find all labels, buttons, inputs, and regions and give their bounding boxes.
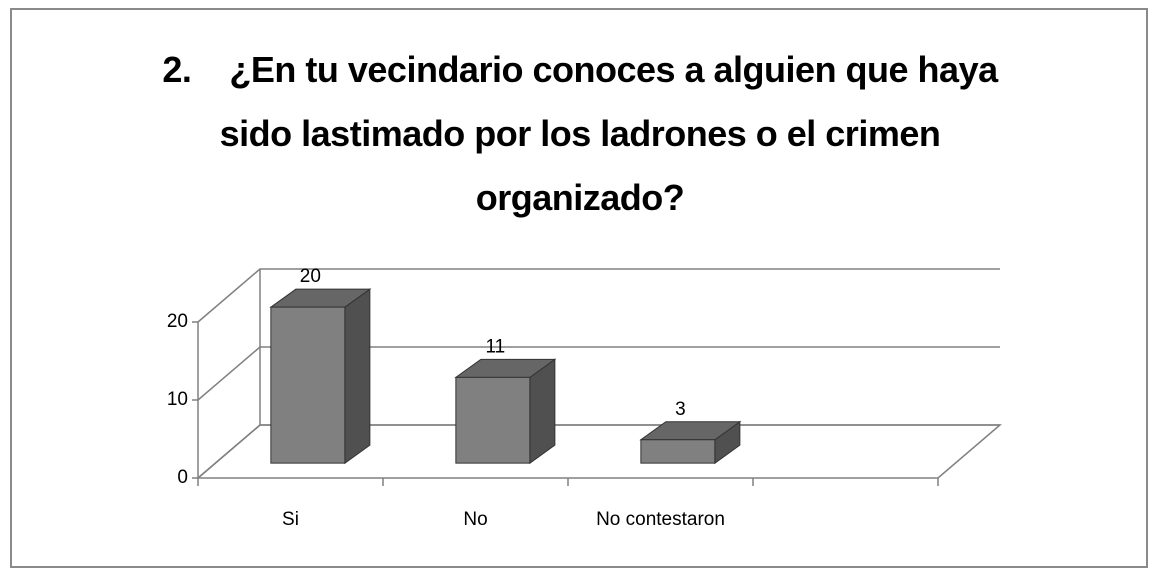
grid-line	[197, 424, 1000, 479]
chart-title: 2. ¿En tu vecindario conoces a alguien q…	[162, 49, 1008, 218]
grid-line	[197, 346, 1000, 401]
data-label: 3	[675, 399, 686, 420]
bar-front	[270, 306, 346, 464]
data-label: 11	[485, 336, 505, 357]
y-tick-label: 0	[177, 467, 188, 488]
bar-front	[455, 376, 531, 464]
x-tick-label: No	[463, 509, 487, 530]
y-tick-label: 20	[167, 311, 188, 332]
chart: 0 10 20 Si 20 No 11 No contestaron 3	[167, 266, 1003, 530]
y-tick-label: 10	[167, 389, 188, 410]
bar	[454, 358, 557, 465]
page: 2. ¿En tu vecindario conoces a alguien q…	[10, 8, 1148, 568]
bar	[639, 420, 742, 465]
grid-line	[197, 268, 1000, 323]
bar	[269, 288, 372, 465]
x-tick-label: No contestaron	[596, 509, 725, 530]
bar-side	[344, 288, 371, 465]
x-tick-label: Si	[282, 509, 299, 530]
bar-front	[640, 439, 716, 464]
data-label: 20	[300, 266, 321, 287]
